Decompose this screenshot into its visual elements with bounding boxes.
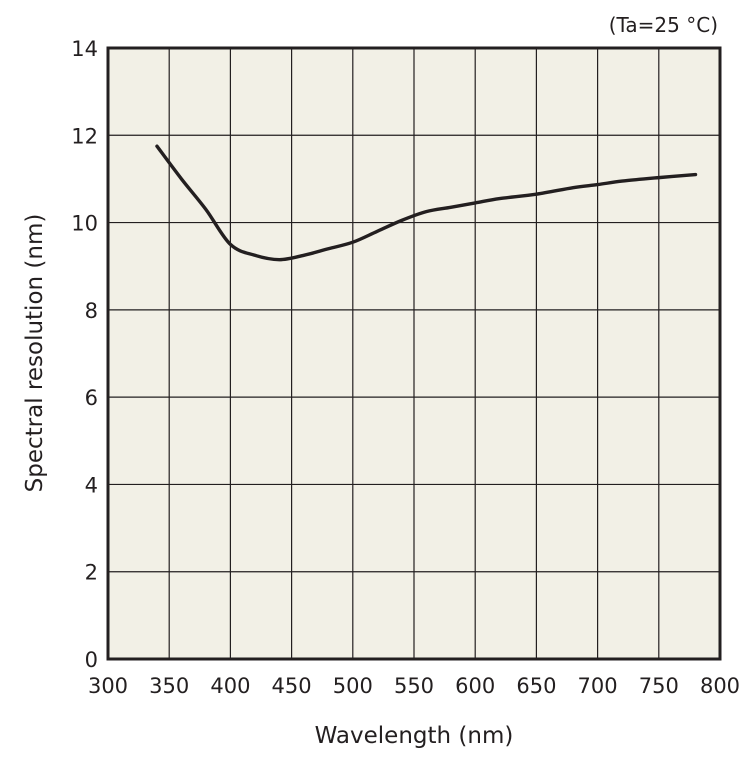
y-axis-label: Spectral resolution (nm) (22, 214, 48, 493)
y-tick-labels: 0 2 4 6 8 10 12 14 (71, 37, 98, 672)
plot-frame (106, 46, 722, 661)
y-tick-label: 14 (71, 37, 98, 61)
x-tick-label: 400 (210, 674, 250, 698)
x-axis-label: Wavelength (nm) (315, 723, 514, 749)
x-tick-label: 350 (149, 674, 189, 698)
x-tick-label: 650 (516, 674, 556, 698)
y-tick-label: 0 (85, 648, 98, 672)
temperature-note: (Ta=25 °C) (609, 13, 718, 37)
x-tick-label: 550 (394, 674, 434, 698)
x-tick-label: 600 (455, 674, 495, 698)
x-tick-label: 300 (88, 674, 128, 698)
y-tick-label: 2 (85, 561, 98, 585)
x-tick-label: 700 (578, 674, 618, 698)
series-line (155, 144, 698, 262)
y-tick-label: 6 (85, 386, 98, 410)
y-tick-label: 12 (71, 124, 98, 148)
y-tick-label: 4 (85, 473, 98, 497)
x-tick-label: 450 (272, 674, 312, 698)
x-tick-label: 750 (639, 674, 679, 698)
x-tick-label: 500 (333, 674, 373, 698)
y-tick-label: 8 (85, 299, 98, 323)
x-tick-label: 800 (700, 674, 740, 698)
x-tick-labels: 300 350 400 450 500 550 600 650 700 750 800 (88, 674, 740, 698)
y-tick-label: 10 (71, 212, 98, 236)
